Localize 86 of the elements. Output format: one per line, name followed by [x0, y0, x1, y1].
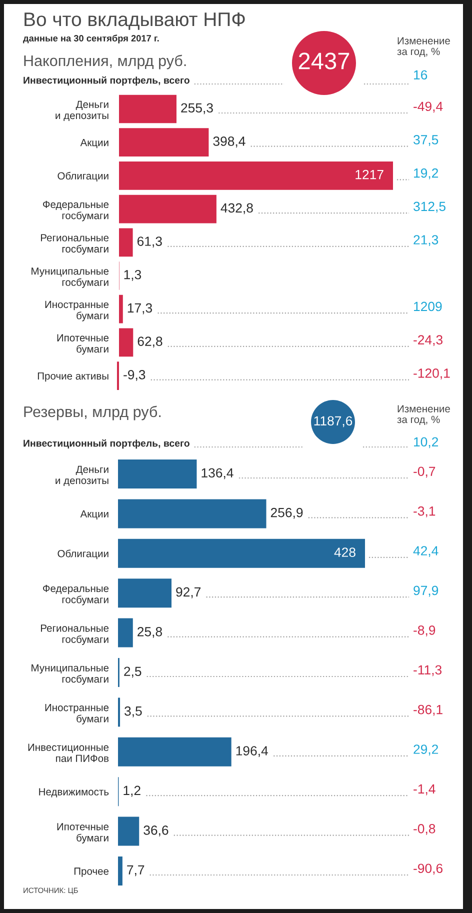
- data-label: 17,3: [128, 303, 152, 314]
- bar: [119, 94, 176, 124]
- bar: [118, 499, 266, 528]
- bar: [119, 294, 123, 324]
- text: -86,1: [414, 704, 442, 716]
- y-tick-label: Деньги и депозиты: [56, 466, 108, 486]
- chart-title: Во что вкладывают НПФ: [24, 12, 245, 30]
- text: 16: [414, 70, 428, 80]
- text: 29,2: [414, 744, 438, 756]
- text: 97,9: [414, 586, 438, 597]
- bar: [119, 128, 209, 157]
- y-tick-label: Прочее: [74, 868, 109, 877]
- text: -3,1: [414, 506, 436, 518]
- y-tick-label: Инвестиционные паи ПИФов: [28, 744, 109, 762]
- bar: [118, 578, 172, 608]
- bar: [118, 618, 133, 648]
- text: 1187,6: [314, 416, 352, 428]
- y-tick-label: Иностранные бумаги: [45, 704, 109, 724]
- data-label: 92,7: [176, 587, 201, 598]
- text: -8,9: [414, 626, 436, 636]
- y-tick-label: Иностранные бумаги: [45, 300, 109, 322]
- y-tick-label: Облигации: [58, 172, 108, 182]
- y-tick-label: Деньги и депозиты: [56, 100, 108, 122]
- y-tick-label: Облигации: [58, 550, 108, 560]
- y-tick-label: Муниципальные госбумаги: [32, 664, 109, 685]
- text: Изменение за год, %: [397, 37, 450, 58]
- text: -1,4: [414, 784, 436, 796]
- chart-title: Резервы, млрд руб.: [24, 406, 161, 420]
- bar: [118, 737, 232, 766]
- bar: [118, 816, 140, 846]
- text: -0,8: [414, 824, 436, 835]
- text: -90,6: [414, 864, 442, 875]
- text: Изменение за год, %: [397, 405, 450, 426]
- text: Инвестиционный портфель, всего: [24, 439, 190, 449]
- y-tick-label: Прочие активы: [38, 372, 108, 382]
- data-label: 432,8: [220, 203, 253, 214]
- text: 312,5: [414, 202, 446, 213]
- y-tick-label: Акции: [80, 510, 108, 520]
- y-tick-label: Региональные госбумаги: [41, 624, 109, 645]
- bar: [118, 538, 365, 568]
- text: 42,4: [413, 546, 438, 557]
- data-label: 7,7: [127, 865, 144, 876]
- data-label: 428: [334, 548, 356, 557]
- text: -24,3: [414, 335, 442, 346]
- data-label: 25,8: [138, 627, 162, 638]
- y-tick-label: Акции: [80, 139, 108, 148]
- bar: [119, 194, 216, 224]
- y-tick-label: Региональные госбумаги: [41, 234, 109, 255]
- data-label: 62,8: [138, 336, 162, 348]
- text: 1209: [414, 302, 442, 312]
- bar: [118, 460, 197, 488]
- data-label: 1,3: [124, 270, 142, 281]
- y-tick-label: Ипотечные бумаги: [57, 823, 109, 844]
- data-label: 196,4: [236, 746, 268, 757]
- text: -49,4: [414, 102, 443, 113]
- y-tick-label: Федеральные госбумаги: [43, 584, 109, 606]
- bar: [118, 856, 122, 886]
- y-tick-label: Ипотечные бумаги: [57, 334, 109, 355]
- data-label: 3,5: [124, 706, 142, 718]
- text: 21,3: [414, 235, 438, 246]
- data-label: 61,3: [137, 236, 162, 248]
- data-label: 398,4: [213, 136, 246, 148]
- data-label: 256,9: [270, 508, 303, 519]
- data-label: -9,3: [124, 370, 146, 381]
- text: Инвестиционный портфель, всего: [24, 76, 190, 86]
- y-tick-label: Муниципальные госбумаги: [32, 268, 109, 288]
- text: -11,3: [414, 665, 442, 676]
- data-label: 136,4: [202, 468, 234, 480]
- text: 2437: [298, 52, 350, 70]
- text: 37,5: [414, 135, 438, 146]
- bar: [119, 228, 133, 257]
- text: -120,1: [414, 368, 450, 380]
- text: -0,7: [414, 466, 436, 478]
- bar: [119, 328, 134, 357]
- bar: [119, 162, 393, 190]
- y-tick-label: Федеральные госбумаги: [43, 200, 109, 222]
- data-label: 1,2: [124, 786, 140, 797]
- text: 10,2: [414, 437, 438, 448]
- y-tick-label: Недвижимость: [39, 788, 109, 798]
- data-label: 1217: [356, 170, 384, 180]
- data-label: 2,5: [124, 666, 142, 678]
- data-label: 255,3: [181, 103, 213, 114]
- data-label: 36,6: [144, 826, 168, 836]
- text: 19,2: [414, 168, 438, 180]
- chart-subtitle: данные на 30 сентября 2017 г.: [23, 34, 159, 44]
- text: Накопления, млрд руб.: [24, 54, 186, 70]
